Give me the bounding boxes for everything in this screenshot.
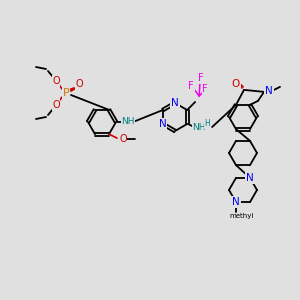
Text: O: O	[52, 100, 60, 110]
Text: N: N	[246, 173, 254, 183]
Text: H: H	[204, 119, 210, 128]
Text: NH: NH	[121, 118, 135, 127]
Text: N: N	[232, 197, 240, 207]
Text: N: N	[265, 86, 273, 96]
Text: F: F	[198, 73, 204, 83]
Text: O: O	[119, 134, 127, 144]
Text: NH: NH	[192, 122, 206, 131]
Text: O: O	[232, 79, 240, 89]
Text: N: N	[159, 119, 167, 129]
Text: P: P	[63, 88, 69, 98]
Text: P: P	[63, 88, 69, 98]
Text: O: O	[52, 76, 60, 86]
Text: methyl: methyl	[230, 213, 254, 219]
Text: F: F	[188, 81, 194, 91]
Text: N: N	[171, 98, 179, 108]
Text: F: F	[202, 84, 208, 94]
Text: O: O	[75, 79, 83, 89]
